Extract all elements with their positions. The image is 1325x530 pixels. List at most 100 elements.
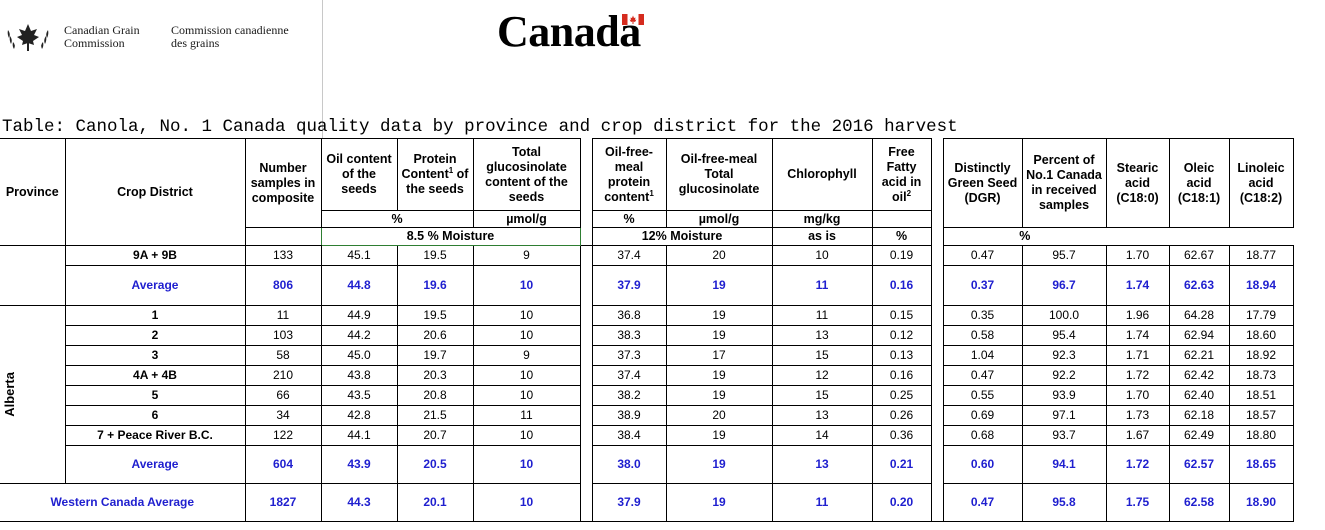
spacer-cell: [930, 325, 944, 346]
western-oleic: 62.58: [1168, 483, 1230, 522]
protein-label: Protein: [413, 152, 457, 166]
spacer-cell: [579, 405, 593, 426]
avg-chl: 11: [771, 265, 873, 306]
cell-chl: 13: [771, 325, 873, 346]
cgc-wheat-logo-icon: [7, 24, 49, 51]
cell-ffa: 0.12: [871, 325, 932, 346]
cell-samples: 66: [244, 385, 322, 406]
western-chl: 11: [771, 483, 873, 522]
cell-pct: 95.7: [1021, 245, 1107, 266]
cell-ofm-gluc: 19: [665, 385, 773, 406]
cell-gluc: 10: [472, 365, 581, 386]
cell-gluc: 10: [472, 425, 581, 446]
avg-pct: 94.1: [1021, 445, 1107, 484]
cell-chl: 10: [771, 245, 873, 266]
spacer-col-1: [579, 138, 593, 228]
ofm-protein-footnote: 1: [649, 188, 654, 198]
cell-gluc: 11: [472, 405, 581, 426]
cell-ffa: 0.15: [871, 305, 932, 326]
spacer-cell: [930, 425, 944, 446]
district-cell: 7 + Peace River B.C.: [65, 425, 246, 446]
col-header-province: Province: [0, 138, 66, 246]
cell-pct: 100.0: [1021, 305, 1107, 326]
spacer-cell: [579, 425, 593, 446]
cell-samples: 133: [244, 245, 322, 266]
col-header-ofm-protein: Oil-free-meal protein content1: [591, 138, 667, 211]
avg-dgr: 0.37: [942, 265, 1023, 306]
moisture-row: 8.5 % Moisture 12% Moisture as is % %: [0, 227, 1293, 246]
district-cell: 1: [65, 305, 246, 326]
western-dgr: 0.47: [942, 483, 1023, 522]
western-ofm-protein: 37.9: [591, 483, 667, 522]
cell-oil: 44.2: [320, 325, 398, 346]
table-row: Alberta 1 11 44.9 19.5 10 36.8 19 11 0.1…: [0, 305, 1294, 484]
unit-blank: [871, 210, 932, 228]
cell-dgr: 0.58: [942, 325, 1023, 346]
cell-dgr: 0.35: [942, 305, 1023, 326]
avg-protein: 19.6: [396, 265, 474, 306]
col-header-ofm-gluc: Oil-free-meal Total glucosinolate: [665, 138, 773, 211]
avg-ffa: 0.16: [871, 265, 932, 306]
table-row: 6 34 42.8 21.5 11 38.9 20 13 0.26 0.69 9…: [0, 405, 1294, 426]
cell-samples: 122: [244, 425, 322, 446]
cell-protein: 20.3: [396, 365, 474, 386]
cell-linoleic: 18.92: [1228, 345, 1294, 366]
cell-oil: 43.5: [320, 385, 398, 406]
table-row: 5 66 43.5 20.8 10 38.2 19 15 0.25 0.55 9…: [0, 385, 1294, 406]
cell-pct: 93.9: [1021, 385, 1107, 406]
cell-oleic: 62.40: [1168, 385, 1230, 406]
western-ffa: 0.20: [871, 483, 932, 522]
cell-samples: 210: [244, 365, 322, 386]
cell-ofm-gluc: 20: [665, 245, 773, 266]
average-row: Average 604 43.9 20.5 10 38.0 19 13 0.21…: [0, 445, 1294, 484]
unit-pct: %: [320, 210, 474, 228]
average-row: Average 806 44.8 19.6 10 37.9 19 11 0.16…: [0, 265, 1294, 306]
table-row: 2 103 44.2 20.6 10 38.3 19 13 0.12 0.58 …: [0, 325, 1294, 346]
cell-ofm-protein: 36.8: [591, 305, 667, 326]
avg-ofm-gluc: 19: [665, 445, 773, 484]
cell-linoleic: 18.51: [1228, 385, 1294, 406]
table-row: 4A + 4B 210 43.8 20.3 10 37.4 19 12 0.16…: [0, 365, 1294, 386]
cell-protein: 19.5: [396, 245, 474, 266]
district-cell: 5: [65, 385, 246, 406]
cell-stearic: 1.96: [1105, 305, 1170, 326]
protein-content-label: Content: [401, 167, 449, 181]
cell-protein: 19.5: [396, 305, 474, 326]
header-divider: [322, 0, 323, 138]
avg-oil: 44.8: [320, 265, 398, 306]
province-label-alberta: Alberta: [2, 372, 17, 417]
cell-pct: 92.3: [1021, 345, 1107, 366]
cell-gluc: 10: [472, 305, 581, 326]
cgc-fr-line2: des grains: [171, 36, 220, 50]
col-header-oil: Oil content of the seeds: [320, 138, 398, 211]
cell-gluc: 10: [472, 385, 581, 406]
district-cell: 4A + 4B: [65, 365, 246, 386]
cell-oil: 45.1: [320, 245, 398, 266]
province-cell-unnamed: [0, 245, 66, 306]
cell-gluc: 9: [472, 345, 581, 366]
page-header: Canadian Grain Commission Commission can…: [0, 0, 1325, 118]
col-header-stearic: Stearic acid (C18:0): [1105, 138, 1170, 228]
cell-gluc: 10: [472, 325, 581, 346]
cell-linoleic: 17.79: [1228, 305, 1294, 326]
cell-oleic: 62.42: [1168, 365, 1230, 386]
moisture-spacer: [579, 227, 593, 246]
col-header-dgr: Distinctly Green Seed (DGR): [942, 138, 1023, 228]
western-linoleic: 18.90: [1228, 483, 1294, 522]
spacer-cell: [579, 365, 593, 386]
cell-oleic: 62.21: [1168, 345, 1230, 366]
avg-ffa: 0.21: [871, 445, 932, 484]
cell-protein: 20.8: [396, 385, 474, 406]
cell-ofm-gluc: 20: [665, 405, 773, 426]
spacer-cell: [579, 483, 593, 522]
spacer-cell: [579, 325, 593, 346]
cell-ffa: 0.36: [871, 425, 932, 446]
ffa-footnote: 2: [906, 188, 912, 198]
table-row: 7 + Peace River B.C. 122 44.1 20.7 10 38…: [0, 425, 1294, 446]
province-cell-alberta: Alberta: [0, 305, 66, 484]
cell-stearic: 1.70: [1105, 245, 1170, 266]
avg-ofm-protein: 38.0: [591, 445, 667, 484]
cell-oleic: 62.94: [1168, 325, 1230, 346]
western-pct: 95.8: [1021, 483, 1107, 522]
header-row: Province Crop District Number samples in…: [0, 138, 1294, 246]
